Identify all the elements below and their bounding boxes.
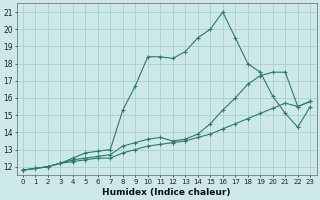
X-axis label: Humidex (Indice chaleur): Humidex (Indice chaleur): [102, 188, 231, 197]
